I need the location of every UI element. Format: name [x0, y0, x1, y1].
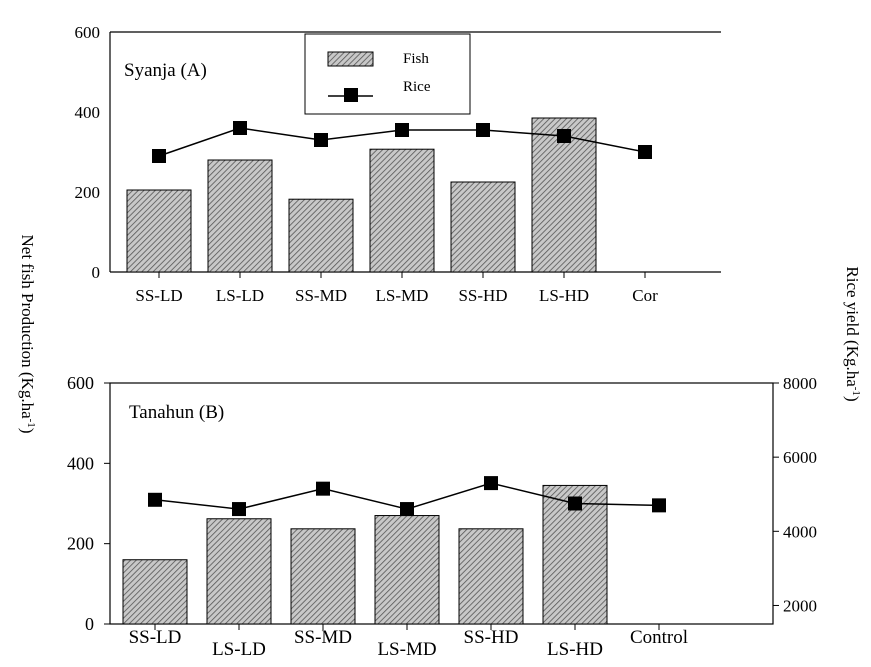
panel-a-rice-marker	[152, 149, 166, 163]
panel-a-fish-bar	[126, 189, 192, 273]
left-axis-title: Net fish Production (Kg.ha-1)	[18, 235, 37, 434]
panel-a-category-label: LS-MD	[376, 286, 429, 305]
panel-a-fish-bar	[288, 198, 354, 273]
panel-a-fish-bar	[369, 148, 435, 273]
panel-a-fish-bar	[531, 117, 597, 273]
legend-box	[304, 33, 471, 115]
panel-b-category-label: LS-LD	[212, 639, 266, 660]
panel-a-label: Syanja (A)	[124, 60, 207, 81]
panel-b-category-label: LS-HD	[547, 639, 603, 660]
panel-b-y-right-tick-label: 6000	[783, 448, 817, 467]
panel-a-category-label: LS-HD	[539, 286, 589, 305]
panel-b-y-right-tick-label: 4000	[783, 522, 817, 541]
panel-b-y-right-tick-label: 8000	[783, 374, 817, 393]
panel-a-category-label: SS-MD	[295, 286, 347, 305]
panel-a-fish-bar	[450, 181, 516, 273]
panel-a-rice-marker	[476, 123, 490, 137]
panel-b-rice-marker	[568, 496, 582, 511]
legend-rice-label: Rice	[403, 79, 431, 95]
panel-a-rice-marker	[395, 123, 409, 137]
panel-a-category-label: Cor	[632, 286, 658, 305]
legend-rice-marker	[344, 88, 358, 102]
panel-a-category-label: SS-HD	[458, 286, 507, 305]
panel-b-label: Tanahun (B)	[129, 402, 224, 423]
panel-a-rice-marker	[557, 129, 571, 143]
panel-a-y-tick-label: 0	[92, 263, 101, 282]
panel-b-category-label: SS-LD	[129, 627, 182, 648]
panel-b-y-right-tick-label: 2000	[783, 596, 817, 615]
panel-b-fish-bar	[374, 515, 440, 625]
panel-b-category-label: SS-MD	[294, 627, 352, 648]
panel-a-rice-marker	[638, 145, 652, 159]
panel-b: Tanahun (B) 0 200 400 600 2000 4000 6000 8000 SS…	[67, 373, 817, 660]
panel-a-y-tick-label: 200	[75, 183, 101, 202]
panel-a-category-label: LS-LD	[216, 286, 264, 305]
panel-b-fish-bar	[458, 528, 524, 625]
legend-fish-swatch	[327, 51, 374, 67]
panel-a: Syanja (A) 0 200 400 600 SS-LD LS-LD SS-MD LS-M…	[75, 23, 721, 305]
panel-b-rice-marker	[232, 502, 246, 517]
panel-b-rice-marker	[316, 481, 330, 496]
panel-b-y-left-tick-label: 200	[67, 534, 94, 554]
right-axis-title: Rice yield (Kg.ha-1)	[843, 266, 862, 401]
panel-b-y-left-tick-label: 0	[85, 614, 94, 634]
panel-a-rice-marker	[233, 121, 247, 135]
panel-b-rice-marker	[148, 492, 162, 507]
panel-b-frame	[109, 382, 774, 625]
panel-a-category-label: SS-LD	[135, 286, 182, 305]
panel-b-rice-marker	[484, 476, 498, 491]
panel-b-fish-bar	[290, 528, 356, 625]
panel-a-y-tick-label: 400	[75, 103, 101, 122]
legend: Fish Rice	[304, 33, 471, 115]
legend-fish-label: Fish	[403, 51, 429, 67]
panel-b-fish-bar	[122, 559, 188, 625]
panel-b-y-left-tick-label: 400	[67, 453, 94, 473]
panel-b-fish-bar	[206, 518, 272, 625]
panel-b-category-label: SS-HD	[464, 627, 519, 648]
panel-b-rice-marker	[652, 498, 666, 513]
panel-b-y-left-tick-label: 600	[67, 373, 94, 393]
panel-a-fish-bar	[207, 159, 273, 273]
panel-b-category-label: LS-MD	[377, 639, 436, 660]
panel-a-rice-marker	[314, 133, 328, 147]
panel-b-rice-marker	[400, 502, 414, 517]
panel-a-y-tick-label: 600	[75, 23, 101, 42]
panel-b-category-label: Control	[630, 627, 688, 648]
